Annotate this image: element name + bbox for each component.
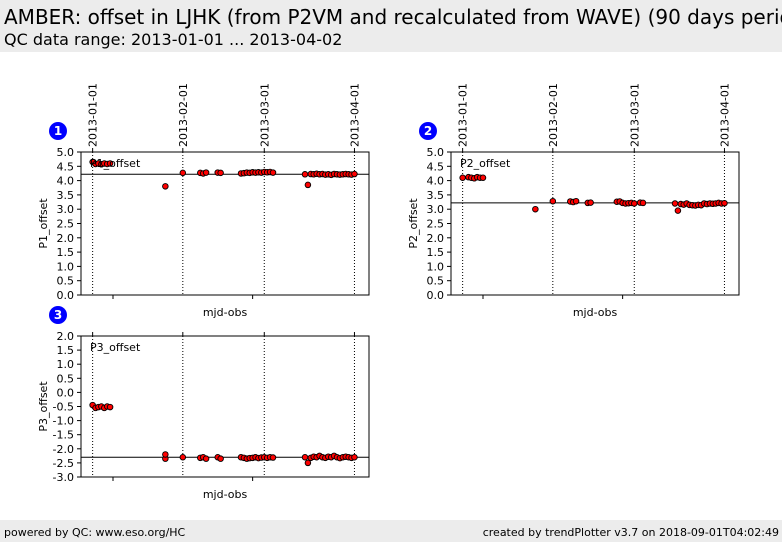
y-tick-label: 0.0 [57, 386, 75, 399]
y-tick-label: 4.0 [427, 175, 445, 188]
y-tick-label: 2.5 [427, 218, 445, 231]
data-point [549, 197, 557, 205]
chart-panel-1: 0.00.5 1.01.52.02.5 3.03.54.0 4.55.0 2013-01… [37, 83, 370, 319]
y-axis-label: P2_offset [407, 198, 420, 249]
date-tick-label: 2013-02-01 [547, 83, 560, 147]
y-tick-label: 2.0 [57, 330, 75, 343]
plot-frame [450, 151, 740, 296]
data-point [674, 207, 682, 214]
data-point [179, 169, 187, 177]
y-tick-label: 1.0 [57, 358, 75, 371]
data-point [106, 403, 114, 411]
y-tick-label: -3.0 [53, 471, 74, 484]
data-point [301, 454, 309, 461]
data-point [572, 197, 580, 205]
data-point [304, 181, 312, 189]
data-point [532, 205, 539, 213]
data-point [106, 160, 114, 167]
y-tick-label: 3.0 [57, 203, 75, 216]
y-tick-label: 5.0 [427, 146, 445, 159]
y-tick-label: 2.0 [427, 232, 445, 245]
data-point [304, 459, 312, 467]
series-label: P3_offset [90, 341, 141, 354]
footer-credit: powered by QC: www.eso.org/HC [4, 526, 186, 539]
y-tick-label: 4.5 [427, 160, 445, 173]
panel-number: 1 [54, 124, 62, 138]
panel-number: 3 [54, 308, 62, 322]
data-point [671, 200, 679, 207]
y-tick-label: -0.5 [53, 401, 74, 414]
y-tick-label: -1.5 [53, 429, 74, 442]
y-tick-label: 4.0 [57, 175, 75, 188]
series-label: P2_offset [460, 157, 511, 170]
panel-number-badge [49, 122, 67, 140]
data-point [351, 454, 358, 461]
x-axis-label: mjd-obs [573, 306, 618, 319]
y-axis-label: P1_offset [37, 198, 50, 249]
data-point [721, 199, 728, 207]
data-point [639, 199, 647, 207]
y-tick-label: 0.5 [427, 275, 445, 288]
y-axis-label: P3_offset [37, 381, 50, 432]
data-point [162, 451, 169, 458]
footer-generator: created by trendPlotter v3.7 on 2018-09-… [482, 526, 779, 539]
charts-area: 0.00.51.01.52.02.53.03.54.04.55.02013-01… [37, 83, 740, 501]
page-subtitle: QC data range: 2013-01-01 ... 2013-04-02 [4, 30, 343, 49]
y-tick-label: 3.0 [427, 203, 445, 216]
date-tick-label: 2013-01-01 [87, 83, 100, 147]
y-tick-label: 0.0 [57, 289, 75, 302]
date-tick-label: 2013-04-01 [348, 83, 361, 147]
data-point [479, 174, 487, 181]
date-tick-label: 2013-02-01 [177, 83, 190, 147]
date-tick-label: 2013-03-01 [628, 83, 641, 147]
y-tick-label: -2.5 [53, 457, 74, 470]
y-tick-label: 5.0 [57, 146, 75, 159]
panel-number-badge [419, 122, 437, 140]
y-tick-label: 0.5 [57, 275, 75, 288]
y-tick-label: 1.0 [57, 260, 75, 273]
panel-number-badge [49, 306, 67, 324]
data-point [202, 455, 210, 462]
page-footer: powered by QC: www.eso.org/HC created by… [0, 520, 782, 542]
data-point [301, 171, 309, 178]
y-tick-label: 2.5 [57, 218, 75, 231]
data-point [459, 174, 466, 181]
y-tick-label: 4.5 [57, 160, 75, 173]
y-tick-label: 1.5 [57, 344, 75, 357]
chart-panel-3: -3.0-2.5-2.0-1.5-1.0-0.5 0.00.51.01.52.0 P… [37, 306, 370, 501]
y-tick-label: 0.5 [57, 372, 75, 385]
data-point [351, 170, 358, 178]
chart-panel-2: 0.00.5 1.01.52.02.5 3.03.54.0 4.55.0 2013-01… [407, 83, 740, 319]
page-title: AMBER: offset in LJHK (from P2VM and rec… [4, 5, 782, 29]
data-point [217, 455, 224, 462]
data-point [162, 183, 169, 190]
panel-number: 2 [424, 124, 432, 138]
y-tick-label: 1.5 [427, 246, 445, 259]
y-tick-label: 1.0 [427, 260, 445, 273]
date-tick-label: 2013-01-01 [457, 83, 470, 147]
data-point [217, 169, 224, 177]
x-axis-label: mjd-obs [203, 306, 248, 319]
page-header: AMBER: offset in LJHK (from P2VM and rec… [0, 0, 782, 52]
date-tick-label: 2013-04-01 [718, 83, 731, 147]
data-point [631, 200, 638, 207]
data-point [269, 169, 277, 176]
y-tick-label: 3.5 [427, 189, 445, 202]
y-tick-label: 2.0 [57, 232, 75, 245]
data-point [269, 454, 277, 461]
data-point [179, 454, 187, 461]
data-point [202, 169, 210, 176]
y-tick-label: 3.5 [57, 189, 75, 202]
y-tick-label: -2.0 [53, 443, 74, 456]
date-tick-label: 2013-03-01 [258, 83, 271, 147]
y-tick-label: -1.0 [53, 415, 74, 428]
series-label: P1_offset [90, 157, 141, 170]
y-tick-label: 0.0 [427, 289, 445, 302]
data-point [587, 199, 594, 206]
y-tick-label: 1.5 [57, 246, 75, 259]
x-axis-label: mjd-obs [203, 488, 248, 501]
